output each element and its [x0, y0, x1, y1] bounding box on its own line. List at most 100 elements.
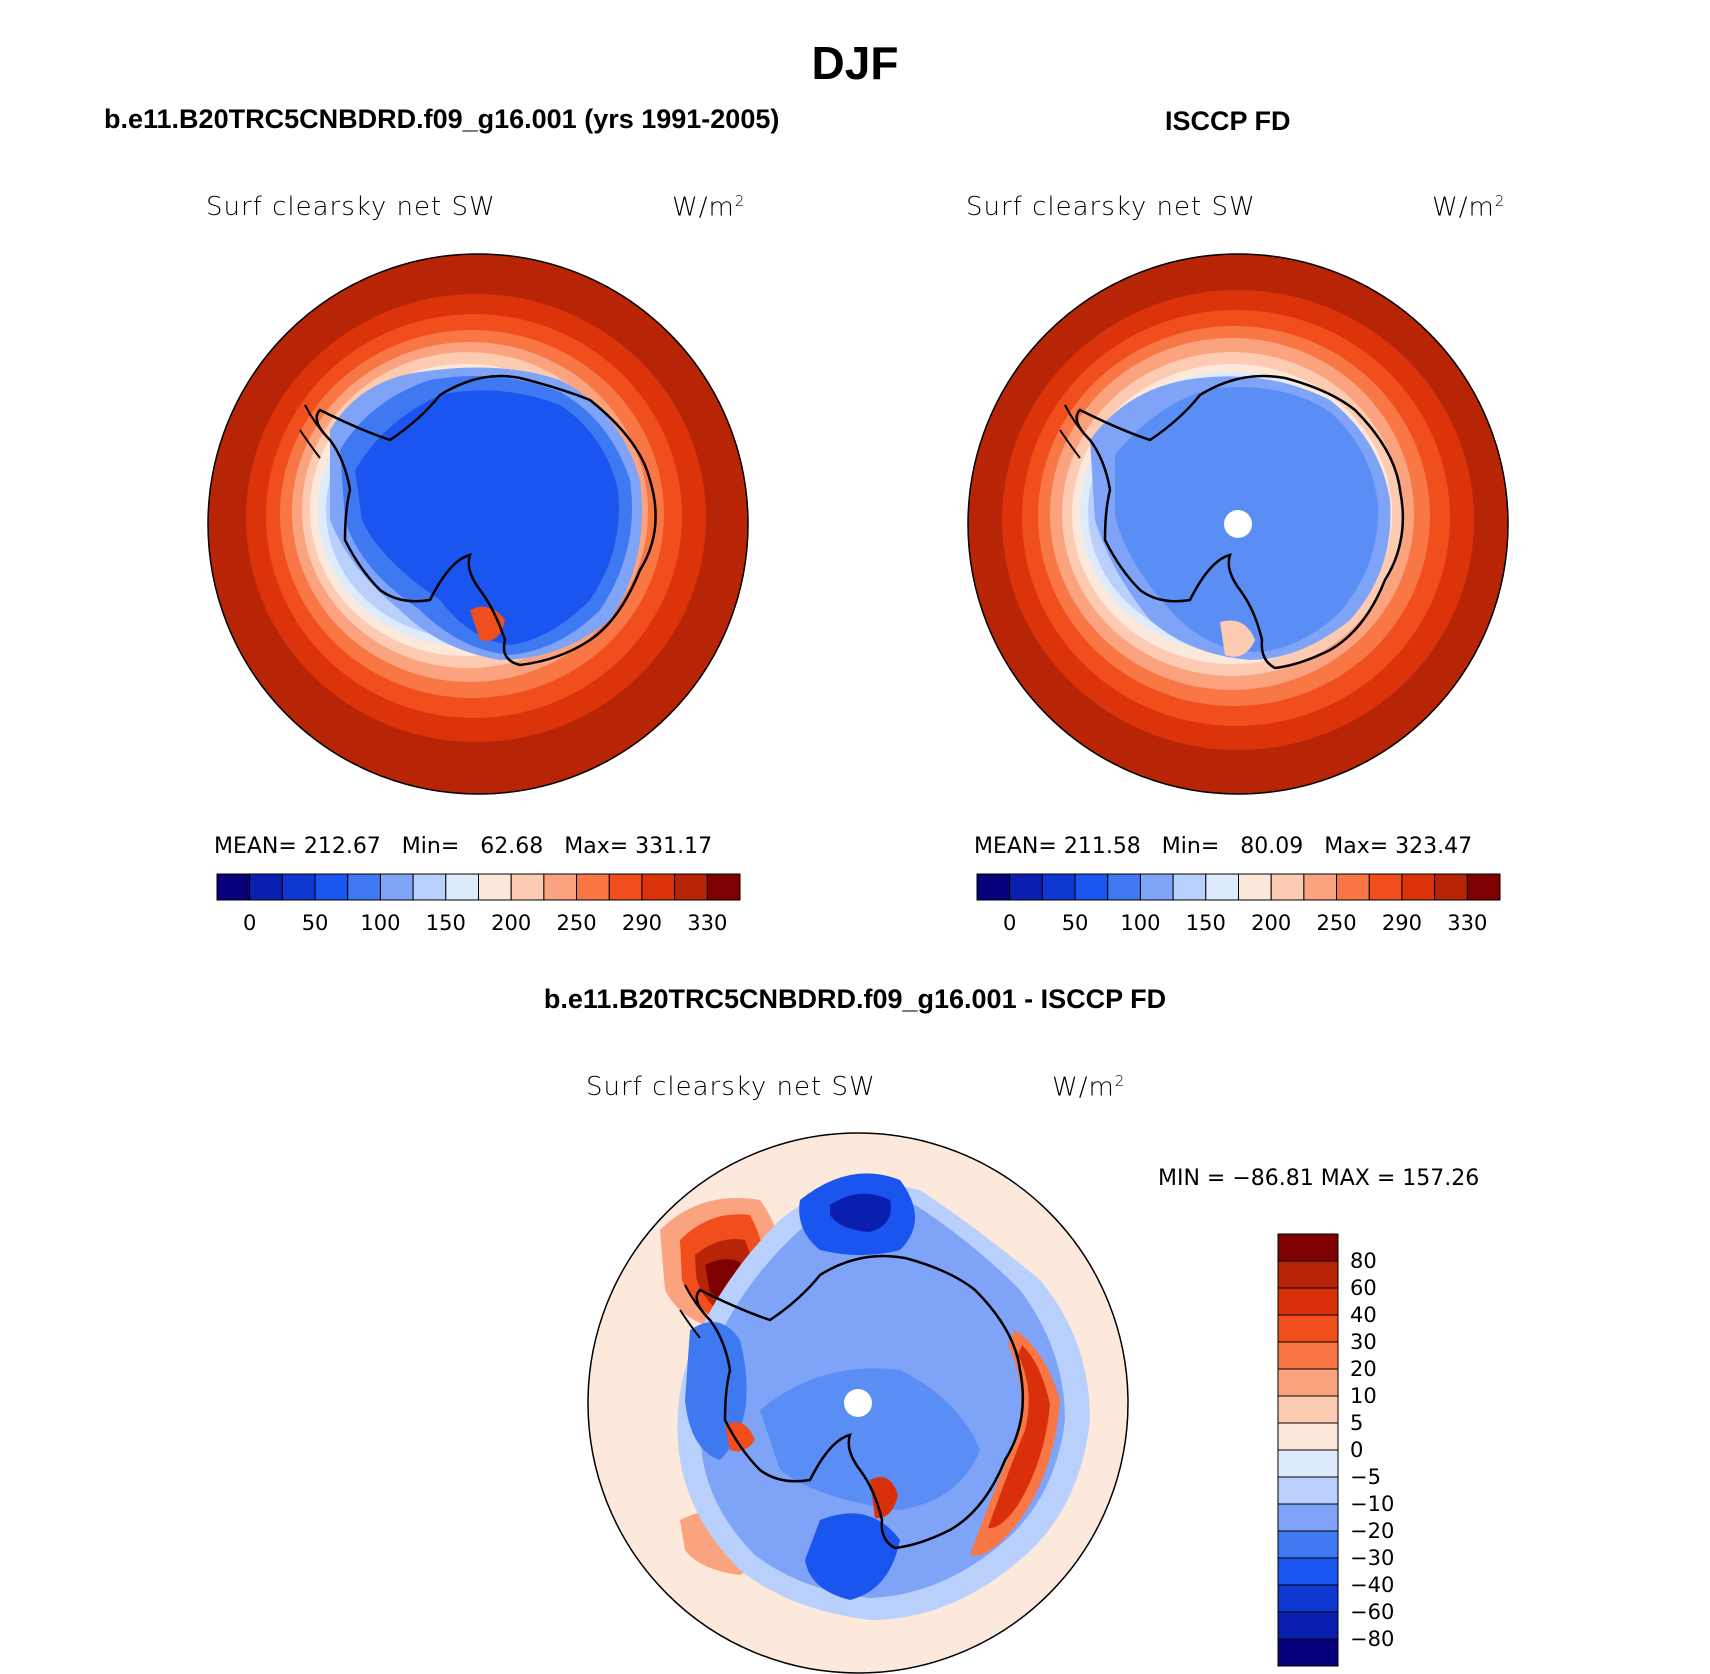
contour-band: [830, 1193, 891, 1232]
colorbar-swatch: [1074, 873, 1109, 901]
colorbar-swatch: [445, 873, 479, 901]
colorbar-tick-label: 80: [1350, 1249, 1377, 1273]
colorbar-swatch: [1277, 1476, 1339, 1505]
contour-band: [725, 1422, 755, 1452]
contour-band: [760, 1368, 980, 1510]
colorbar-tick-label: 20: [1350, 1357, 1377, 1381]
model-panel-title: b.e11.B20TRC5CNBDRD.f09_g16.001 (yrs 199…: [104, 104, 780, 134]
colorbar-swatch: [1172, 873, 1207, 901]
colorbar-swatch: [216, 873, 251, 901]
colorbar-tick-label: 10: [1350, 1384, 1377, 1408]
colorbar-swatch: [976, 873, 1011, 901]
pole-hole: [844, 1389, 872, 1417]
colorbar-tick-label: 290: [622, 911, 662, 935]
obs-colorbar: 0 50 100 150 200 250 290 330: [976, 873, 1501, 935]
colorbar-swatch: [347, 873, 381, 901]
colorbar-tick-label: 200: [1251, 911, 1291, 935]
colorbar-swatch: [1139, 873, 1174, 901]
colorbar-swatch: [1277, 1422, 1339, 1451]
colorbar-tick-label: 330: [1447, 911, 1487, 935]
obs-units-label: W/m2: [1432, 192, 1506, 223]
colorbar-tick-label: 50: [302, 911, 329, 935]
model-variable-label: Surf clearsky net SW: [206, 192, 496, 222]
colorbar-swatch: [1277, 1611, 1339, 1640]
colorbar-swatch: [1336, 873, 1370, 901]
colorbar-swatch: [1277, 1584, 1339, 1613]
map-boundary: [587, 1132, 1129, 1674]
colorbar-tick-label: 0: [1003, 911, 1016, 935]
model-map: [208, 254, 748, 794]
diff-units-label: W/m2: [1052, 1072, 1126, 1103]
colorbar-swatch: [1401, 873, 1436, 901]
colorbar-swatch: [706, 873, 741, 901]
colorbar-tick-label: 250: [1317, 911, 1357, 935]
model-units-label: W/m2: [672, 192, 746, 223]
colorbar-swatch: [543, 873, 578, 901]
colorbar-swatch: [1277, 1341, 1339, 1370]
colorbar-tick-label: 0: [1350, 1438, 1363, 1462]
colorbar-tick-label: 100: [1120, 911, 1160, 935]
colorbar-swatch: [1277, 1638, 1339, 1667]
colorbar-swatch: [641, 873, 676, 901]
diff-colorbar: 80 60 40 30 20 10 5 0 −5 −10 −20 −30 −40 −60 −80: [1277, 1233, 1394, 1667]
page-title: DJF: [811, 37, 899, 89]
colorbar-tick-label: 150: [1186, 911, 1226, 935]
obs-panel-title: ISCCP FD: [1165, 106, 1291, 136]
colorbar-swatch: [576, 873, 610, 901]
colorbar-tick-label: 150: [426, 911, 466, 935]
colorbar-tick-label: 50: [1062, 911, 1089, 935]
colorbar-tick-label: 250: [557, 911, 597, 935]
colorbar-tick-label: −30: [1350, 1546, 1394, 1570]
colorbar-swatch: [379, 873, 414, 901]
diff-map: [588, 1133, 1128, 1673]
contour-band: [870, 1477, 898, 1519]
diff-variable-label: Surf clearsky net SW: [586, 1072, 876, 1102]
colorbar-swatch: [1270, 873, 1305, 901]
colorbar-tick-label: 40: [1350, 1303, 1377, 1327]
colorbar-tick-label: 200: [491, 911, 531, 935]
map-boundary: [967, 253, 1509, 795]
contour-band: [988, 1345, 1050, 1529]
colorbar-swatch: [608, 873, 643, 901]
colorbar-tick-label: 60: [1350, 1276, 1377, 1300]
colorbar-tick-label: 100: [360, 911, 400, 935]
obs-variable-label: Surf clearsky net SW: [966, 192, 1256, 222]
colorbar-swatch: [1107, 873, 1141, 901]
coastline: [679, 1284, 711, 1339]
colorbar-swatch: [1277, 1395, 1339, 1424]
colorbar-swatch: [281, 873, 316, 901]
colorbar-swatch: [1434, 873, 1468, 901]
pole-hole: [1224, 510, 1252, 538]
colorbar-swatch: [314, 873, 349, 901]
colorbar-tick-label: −5: [1350, 1465, 1381, 1489]
colorbar-tick-label: 290: [1382, 911, 1422, 935]
diff-minmax: MIN = −86.81 MAX = 157.26: [1158, 1166, 1480, 1191]
colorbar-swatch: [1303, 873, 1338, 901]
colorbar-swatch: [1277, 1287, 1339, 1316]
contour-band: [355, 390, 619, 645]
colorbar-tick-label: 5: [1350, 1411, 1363, 1435]
colorbar-swatch: [1205, 873, 1239, 901]
obs-stats: MEAN= 211.58 Min= 80.09 Max= 323.47: [974, 834, 1473, 859]
colorbar-swatch: [412, 873, 447, 901]
colorbar-tick-label: −10: [1350, 1492, 1394, 1516]
colorbar-tick-label: −60: [1350, 1600, 1394, 1624]
colorbar-swatch: [674, 873, 708, 901]
coastline: [1059, 404, 1091, 459]
contour-band: [1220, 620, 1255, 657]
colorbar-swatch: [478, 873, 512, 901]
contour-band: [805, 1513, 900, 1600]
colorbar-swatch: [1277, 1233, 1339, 1262]
colorbar-tick-label: −20: [1350, 1519, 1394, 1543]
colorbar-swatch: [249, 873, 283, 901]
model-stats: MEAN= 212.67 Min= 62.68 Max= 331.17: [214, 834, 713, 859]
coastline: [299, 404, 331, 459]
map-boundary: [207, 253, 749, 795]
colorbar-swatch: [1277, 1368, 1339, 1397]
colorbar-tick-label: 0: [243, 911, 256, 935]
colorbar-tick-label: −80: [1350, 1627, 1394, 1651]
colorbar-swatch: [1238, 873, 1272, 901]
colorbar-swatch: [1466, 873, 1501, 901]
colorbar-swatch: [1009, 873, 1043, 901]
